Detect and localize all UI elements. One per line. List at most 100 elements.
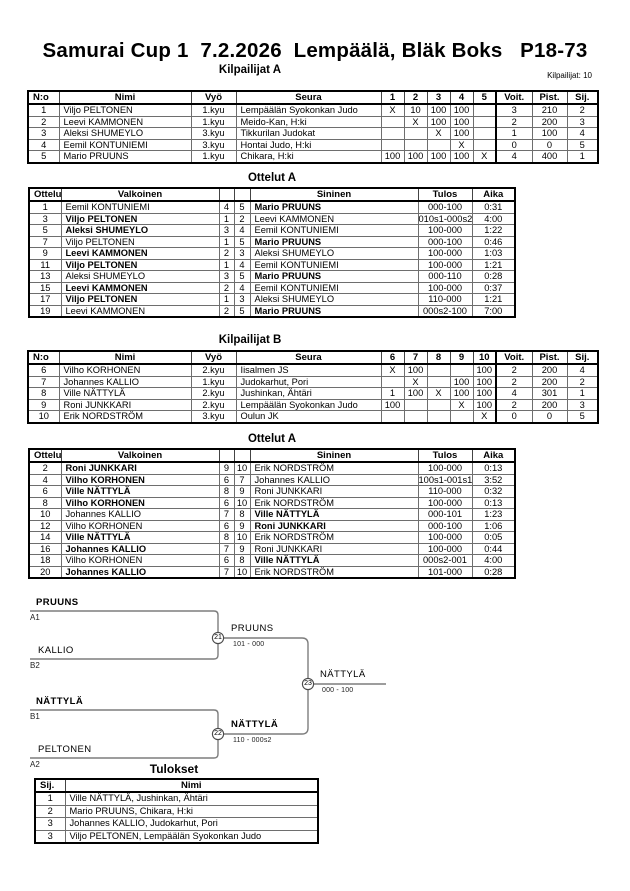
cell: 100 (403, 387, 428, 400)
cell: 4 (566, 363, 599, 377)
table-row: 18 Vilho KORHONEN 6 8 Ville NÄTTYLÄ 000s2-001… (28, 554, 516, 567)
column-header: Voit. (495, 350, 533, 365)
cell (472, 115, 497, 128)
cell: 3 (566, 115, 599, 128)
column-header: Seura (235, 90, 382, 105)
cell: 0:13 (471, 496, 516, 509)
table-row: 5 Aleksi SHUMEYLO 3 4 Eemil KONTUNIEMI 100-00… (28, 224, 516, 237)
cell: 100 (426, 115, 451, 128)
cell: Viljo PELTONEN (60, 235, 220, 248)
cell: 3 (218, 270, 235, 283)
cell: 7 (218, 565, 235, 579)
table-row: 16 Johannes KALLIO 7 9 Roni JUNKKARI 100-000 0… (28, 542, 516, 555)
cell: Mario PRUUNS, Chikara, H:ki (64, 804, 319, 818)
cell: 5 (233, 200, 251, 214)
cell: 3 (28, 212, 62, 225)
bracket-match-score: 101 - 000 (233, 641, 265, 648)
cell: Roni JUNKKARI (58, 398, 192, 411)
results-table: Sij. Nimi 1 Ville NÄTTYLÄ, Jushinkan, Ähtär… (34, 778, 319, 844)
cell: 7:00 (471, 304, 516, 318)
cell: 6 (218, 554, 235, 567)
table-row: 5 Mario PRUUNS 1.kyu Chikara, H:ki 100 100 100… (27, 150, 599, 163)
cell: 100-000 (417, 247, 473, 260)
table-row: 20 Johannes KALLIO 7 10 Erik NORDSTRÖM 101-00… (28, 565, 516, 579)
column-header: Aika (471, 187, 516, 202)
bracket-lines-graphic (30, 610, 386, 759)
column-header (218, 448, 235, 463)
cell: X (472, 150, 497, 163)
matches-a-table: Ottelu Valkoinen Sininen Tulos Aika 1 Eemil KO… (28, 187, 516, 318)
cell: 3 (233, 293, 251, 306)
cell: 3 (27, 127, 60, 140)
cell: 000-100 (417, 200, 473, 214)
cell: 6 (218, 519, 235, 532)
cell: 0 (495, 410, 533, 423)
cell: 9 (27, 398, 60, 411)
cell: Leevi KAMMONEN (60, 281, 220, 294)
cell: 0:28 (471, 565, 516, 579)
cell (426, 410, 451, 423)
match-21-circle (211, 631, 225, 645)
cell: Eemil KONTUNIEMI (58, 138, 192, 151)
cell: 100 (426, 103, 451, 117)
cell: 4 (28, 473, 62, 486)
cell: Hontai Judo, H:ki (235, 138, 382, 151)
cell: 12 (28, 519, 62, 532)
cell: Aleksi SHUMEYLO (58, 127, 192, 140)
cell: 100 (380, 398, 405, 411)
cell: 1 (27, 103, 60, 117)
table-row: 7 Johannes KALLIO 1.kyu Judokarhut, Pori X 10… (27, 375, 599, 388)
section-title-results: Tulokset (149, 762, 199, 776)
cell: Meido-Kan, H:ki (235, 115, 382, 128)
cell: 3 (34, 817, 66, 831)
cell: 2 (218, 247, 235, 260)
cell: Jushinkan, Ähtäri (235, 387, 382, 400)
table-row: 3 Viljo PELTONEN, Lempäälän Syokonkan Jud… (34, 829, 319, 844)
cell: 1:22 (471, 224, 516, 237)
cell: 4 (495, 387, 533, 400)
section-title-matches-a: Ottelut A (247, 172, 297, 184)
cell: 1 (380, 387, 405, 400)
column-header: Vyö (190, 90, 237, 105)
cell: 0:05 (471, 531, 516, 544)
cell: 18 (28, 554, 62, 567)
cell: 000-100 (417, 519, 473, 532)
column-header: 9 (449, 350, 474, 365)
column-header: N:o (27, 350, 60, 365)
cell: 1 (218, 235, 235, 248)
cell: 100-000 (417, 224, 473, 237)
cell: Johannes KALLIO (60, 508, 220, 521)
cell: Aleksi SHUMEYLO (249, 247, 419, 260)
column-header: Seura (235, 350, 382, 365)
cell (426, 375, 451, 388)
pool-a-table: N:o Nimi Vyö Seura 1 2 3 4 5 Voit. Pist. Sij. 1 Viljo… (27, 90, 599, 164)
cell: 1.kyu (190, 103, 237, 117)
match-22-circle (211, 727, 225, 741)
cell: 2 (495, 363, 533, 377)
cell: 10 (27, 410, 60, 423)
bracket-winner-name: NÄTTYLÄ (231, 719, 279, 730)
cell: 8 (233, 508, 251, 521)
column-header: Vyö (190, 350, 237, 365)
cell: 1:21 (471, 293, 516, 306)
column-header: 2 (403, 90, 428, 105)
cell: Lempäälän Syokonkan Judo (235, 398, 382, 411)
column-header: 10 (472, 350, 497, 365)
section-title-matches-b: Ottelut A (247, 433, 297, 445)
cell: 7 (218, 508, 235, 521)
matches-b-table: Ottelu Valkoinen Sininen Tulos Aika 2 Roni JUN… (28, 448, 516, 579)
cell: Leevi KAMMONEN (60, 304, 220, 318)
cell: 110-000 (417, 485, 473, 498)
bracket-slot-name: KALLIO (38, 645, 74, 656)
table-row: 4 Vilho KORHONEN 6 7 Johannes KALLIO 100s1-00… (28, 473, 516, 486)
column-header: Voit. (495, 90, 533, 105)
table-row: 3 Johannes KALLIO, Judokarhut, Pori (34, 817, 319, 831)
column-header: Tulos (417, 187, 473, 202)
cell: 100s1-001s1 (417, 473, 473, 486)
cell: 100-000 (417, 258, 473, 271)
cell: X (449, 398, 474, 411)
cell: 0 (495, 138, 533, 151)
cell: 20 (28, 565, 62, 579)
cell (380, 115, 405, 128)
cell (403, 398, 428, 411)
